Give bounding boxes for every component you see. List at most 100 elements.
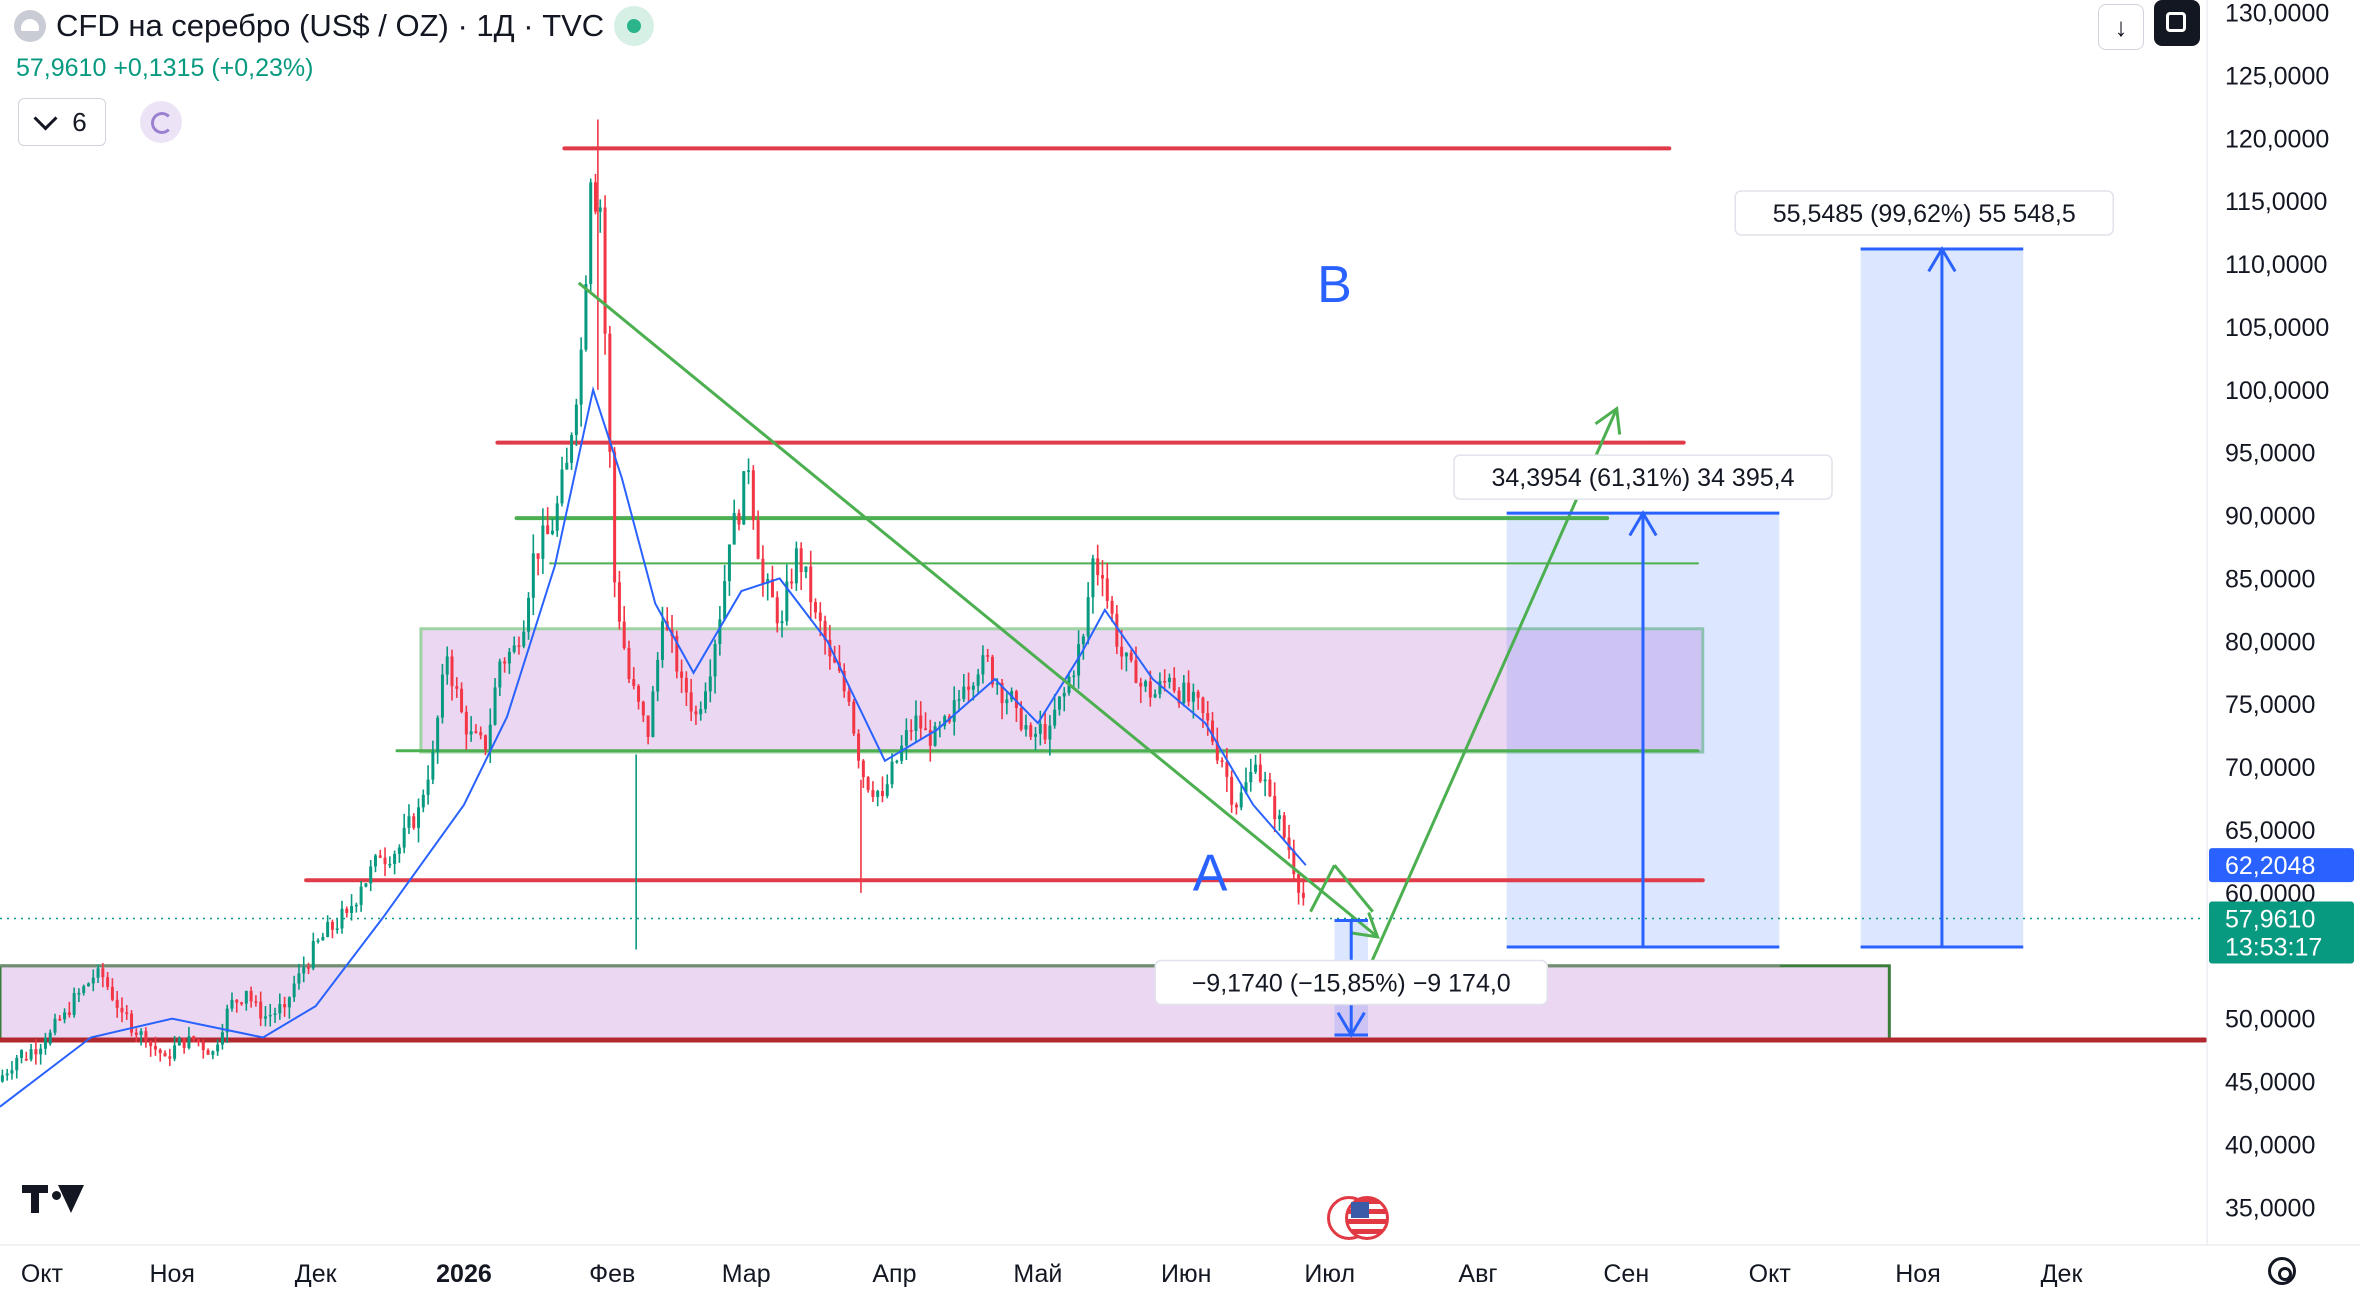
candle (675, 630, 679, 679)
candle-body (550, 530, 554, 535)
candle-body (1249, 771, 1253, 783)
time-tick-label: Окт (1749, 1260, 1792, 1288)
candle-body (426, 779, 430, 795)
price-tick-label: 85,0000 (2225, 565, 2315, 593)
candle-body (1081, 636, 1085, 645)
candle-body (1211, 720, 1215, 742)
moving-average-line (0, 386, 1307, 1108)
candle-body (1086, 597, 1090, 637)
candle-body (675, 635, 679, 672)
download-icon[interactable]: ↓ (2098, 4, 2144, 50)
price-tick-label: 95,0000 (2225, 440, 2315, 468)
candle (570, 432, 574, 470)
candle-body (216, 1044, 220, 1052)
candle (593, 173, 597, 215)
candle-body (493, 687, 497, 725)
candle (163, 1050, 167, 1057)
price-tick-label: 105,0000 (2225, 314, 2329, 342)
candle-body (704, 691, 708, 709)
candle-body (254, 1001, 258, 1003)
candle-body (15, 1057, 19, 1071)
price-axis: 130,0000 125,0000 120,0000 115,0000 110,0000… (2206, 0, 2329, 1245)
price-tick-label: 100,0000 (2225, 377, 2329, 405)
candle-body (723, 581, 727, 620)
candle-body (952, 700, 956, 722)
settings-icon[interactable] (2268, 1257, 2296, 1285)
candle-body (1230, 776, 1234, 805)
symbol-icon[interactable] (14, 10, 46, 42)
candle-body (1000, 682, 1004, 704)
candle-body (775, 597, 779, 624)
candle (177, 1036, 181, 1046)
candle (1144, 679, 1148, 693)
candle-body (617, 582, 621, 622)
candle (1234, 802, 1238, 815)
refresh-icon[interactable] (140, 101, 182, 143)
candle (196, 1038, 200, 1047)
fullscreen-icon[interactable] (2154, 0, 2200, 46)
candle (1196, 689, 1200, 710)
candle (1062, 687, 1066, 712)
us-flag-events-icon[interactable] (1327, 1196, 1391, 1240)
candle-body (182, 1038, 186, 1048)
candle (53, 1013, 57, 1036)
candle-body (1158, 680, 1162, 695)
candle-body (986, 655, 990, 657)
candle-body (39, 1048, 43, 1055)
candle-body (660, 621, 664, 660)
candle (842, 663, 846, 698)
candle-body (880, 791, 884, 797)
candle (10, 1061, 14, 1080)
candle-body (417, 807, 421, 828)
candle-body (574, 404, 578, 435)
candle-body (527, 597, 531, 632)
candle-body (531, 553, 535, 598)
candle (302, 956, 306, 983)
measure-label-2: −9,1740 (−15,85%) −9 174,0 (1192, 970, 1511, 998)
candle-body (483, 735, 487, 750)
candle-body (311, 941, 315, 969)
symbol-title[interactable]: CFD на серебро (US$ / OZ) · 1Д · TVC (56, 8, 605, 43)
candle-body (684, 677, 688, 693)
candle-body (115, 999, 119, 1008)
candle-body (321, 936, 325, 941)
candle (1177, 687, 1181, 708)
indicators-collapse-button[interactable]: 6 (18, 98, 106, 146)
candle-body (1072, 675, 1076, 678)
candle (1057, 696, 1061, 716)
tradingview-logo-icon[interactable] (22, 1185, 84, 1217)
candle-body (861, 760, 865, 778)
candle-body (421, 794, 425, 808)
candle-body (1206, 713, 1210, 721)
candle-body (1057, 696, 1061, 710)
candle-body (249, 990, 253, 1002)
candle-body (507, 651, 511, 664)
candle (153, 1036, 157, 1056)
candle (335, 918, 339, 934)
candle-body (436, 717, 440, 753)
candle (546, 507, 550, 535)
candle (192, 1035, 196, 1043)
candle-body (732, 512, 736, 545)
market-status-dot-icon[interactable] (614, 6, 655, 46)
measure-arrowhead-2 (1336, 1011, 1366, 1038)
candle-body (747, 470, 751, 472)
candle-body (110, 986, 114, 1000)
candle (527, 592, 531, 640)
candle-body (469, 731, 473, 735)
candle-body (82, 986, 86, 993)
candle (756, 510, 760, 560)
candle-body (96, 968, 100, 978)
candle (885, 774, 889, 799)
candle-body (852, 701, 856, 734)
candle-body (283, 1004, 287, 1008)
candle-body (603, 207, 607, 334)
candle (144, 1027, 148, 1048)
candle-body (1191, 691, 1195, 702)
candle-body (794, 548, 798, 584)
candle-body (268, 1014, 272, 1017)
zone-0 (419, 627, 1705, 754)
candle (790, 568, 794, 589)
candle-body (206, 1050, 210, 1055)
